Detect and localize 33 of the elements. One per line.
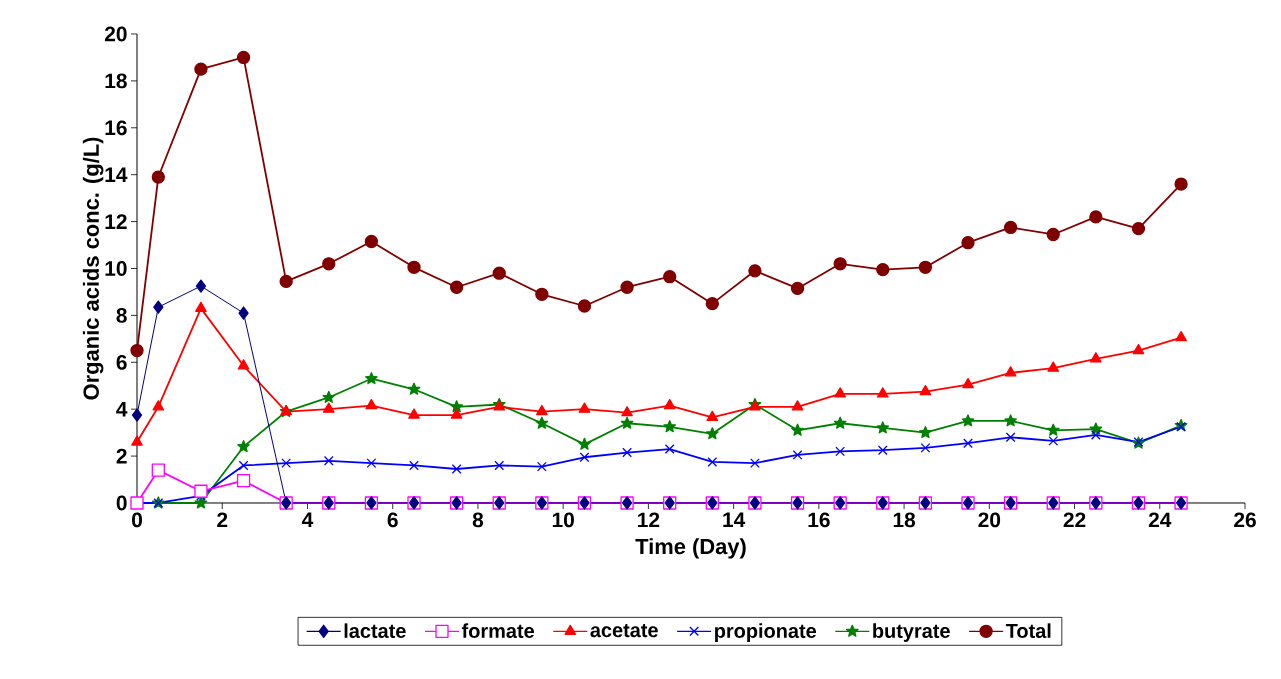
legend-label: butyrate (873, 623, 950, 642)
y-tick-label: 16 (105, 120, 127, 136)
x-tick-label: 16 (808, 512, 830, 528)
x-axis-title: Time (Day) (635, 538, 746, 559)
legend-label: formate (461, 623, 534, 638)
x-tick-label: 6 (387, 512, 398, 528)
y-tick-label: 10 (105, 261, 127, 276)
x-tick-label: 4 (301, 512, 314, 527)
y-tick-label: 8 (116, 307, 127, 323)
y-tick-label: 12 (105, 214, 127, 229)
x-tick-label: 0 (132, 512, 142, 528)
y-tick-label: 18 (105, 73, 127, 89)
legend-label: acetate (590, 624, 658, 638)
y-tick-label: 6 (116, 354, 127, 370)
legend-label: Total (1005, 623, 1051, 638)
legend-label: lactate (344, 623, 406, 638)
y-tick-label: 20 (104, 26, 127, 42)
x-tick-label: 22 (1063, 512, 1086, 528)
x-tick-label: 12 (638, 512, 660, 528)
x-tick-label: 10 (552, 512, 574, 528)
x-tick-label: 20 (978, 512, 1001, 528)
x-tick-label: 8 (472, 512, 484, 528)
y-axis-title: Organic acids conc. (g/L) (82, 137, 104, 400)
x-tick-label: 18 (893, 512, 916, 528)
x-tick-label: 2 (217, 512, 228, 528)
y-tick-label: 2 (116, 448, 127, 464)
y-tick-label: 4 (116, 401, 128, 417)
x-tick-label: 26 (1234, 512, 1256, 528)
legend-label: propionate (715, 623, 817, 642)
x-tick-label: 14 (723, 512, 746, 527)
y-tick-label: 14 (105, 167, 128, 182)
x-tick-label: 24 (1148, 512, 1172, 528)
y-tick-label: 0 (116, 495, 127, 511)
